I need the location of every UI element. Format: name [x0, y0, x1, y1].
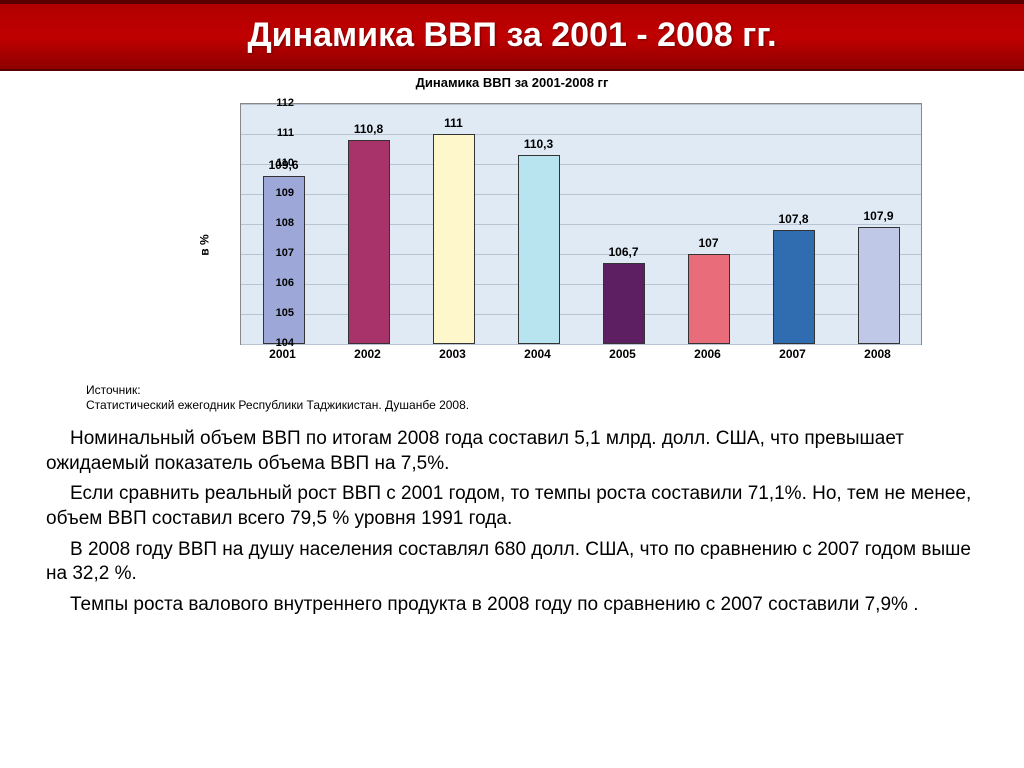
grid-line: [241, 254, 921, 255]
x-tick-label: 2007: [763, 347, 823, 361]
x-tick-label: 2001: [253, 347, 313, 361]
x-tick-label: 2002: [338, 347, 398, 361]
bar-value-label: 111: [424, 116, 484, 130]
grid-line: [241, 314, 921, 315]
y-tick-label: 111: [258, 127, 294, 139]
source-text: Статистический ежегодник Республики Тадж…: [86, 398, 469, 412]
chart-plot-wrap: в % 109,6110,8111110,3106,7107107,8107,9…: [200, 103, 940, 373]
bar: [433, 134, 475, 344]
y-tick-label: 107: [258, 247, 294, 259]
chart-title: Динамика ВВП за 2001-2008 гг: [40, 75, 984, 90]
x-tick-label: 2005: [593, 347, 653, 361]
y-tick-label: 110: [258, 157, 294, 169]
grid-line: [241, 164, 921, 165]
paragraph-1: Номинальный объем ВВП по итогам 2008 год…: [46, 427, 978, 476]
bar: [348, 140, 390, 344]
chart-source: Источник: Статистический ежегодник Респу…: [86, 383, 469, 413]
x-tick-label: 2008: [848, 347, 908, 361]
chart-region: Динамика ВВП за 2001-2008 гг в % 109,611…: [40, 75, 984, 415]
bar-value-label: 110,3: [509, 137, 569, 151]
y-tick-label: 108: [258, 217, 294, 229]
bar: [603, 263, 645, 344]
slide: Динамика ВВП за 2001 - 2008 гг. Динамика…: [0, 0, 1024, 768]
paragraph-3: В 2008 году ВВП на душу населения состав…: [46, 538, 978, 587]
bar: [858, 227, 900, 344]
grid-line: [241, 284, 921, 285]
bar: [773, 230, 815, 344]
grid-line: [241, 344, 921, 345]
paragraph-4: Темпы роста валового внутреннего продукт…: [46, 593, 978, 618]
y-tick-label: 106: [258, 277, 294, 289]
bar: [688, 254, 730, 344]
x-tick-label: 2003: [423, 347, 483, 361]
chart-plot-area: 109,6110,8111110,3106,7107107,8107,9: [240, 103, 922, 345]
y-tick-label: 109: [258, 187, 294, 199]
bar: [518, 155, 560, 344]
source-label: Источник:: [86, 383, 141, 397]
bar-value-label: 107,9: [849, 209, 909, 223]
body-text: Номинальный объем ВВП по итогам 2008 год…: [46, 427, 978, 624]
x-tick-label: 2004: [508, 347, 568, 361]
grid-line: [241, 104, 921, 105]
y-tick-label: 105: [258, 307, 294, 319]
bar-value-label: 106,7: [594, 245, 654, 259]
x-tick-label: 2006: [678, 347, 738, 361]
grid-line: [241, 194, 921, 195]
bar-value-label: 107,8: [764, 212, 824, 226]
y-axis-label: в %: [198, 234, 212, 255]
bar-value-label: 107: [679, 236, 739, 250]
bar-value-label: 110,8: [339, 122, 399, 136]
paragraph-2: Если сравнить реальный рост ВВП с 2001 г…: [46, 482, 978, 531]
y-tick-label: 112: [258, 97, 294, 109]
page-title: Динамика ВВП за 2001 - 2008 гг.: [0, 0, 1024, 71]
